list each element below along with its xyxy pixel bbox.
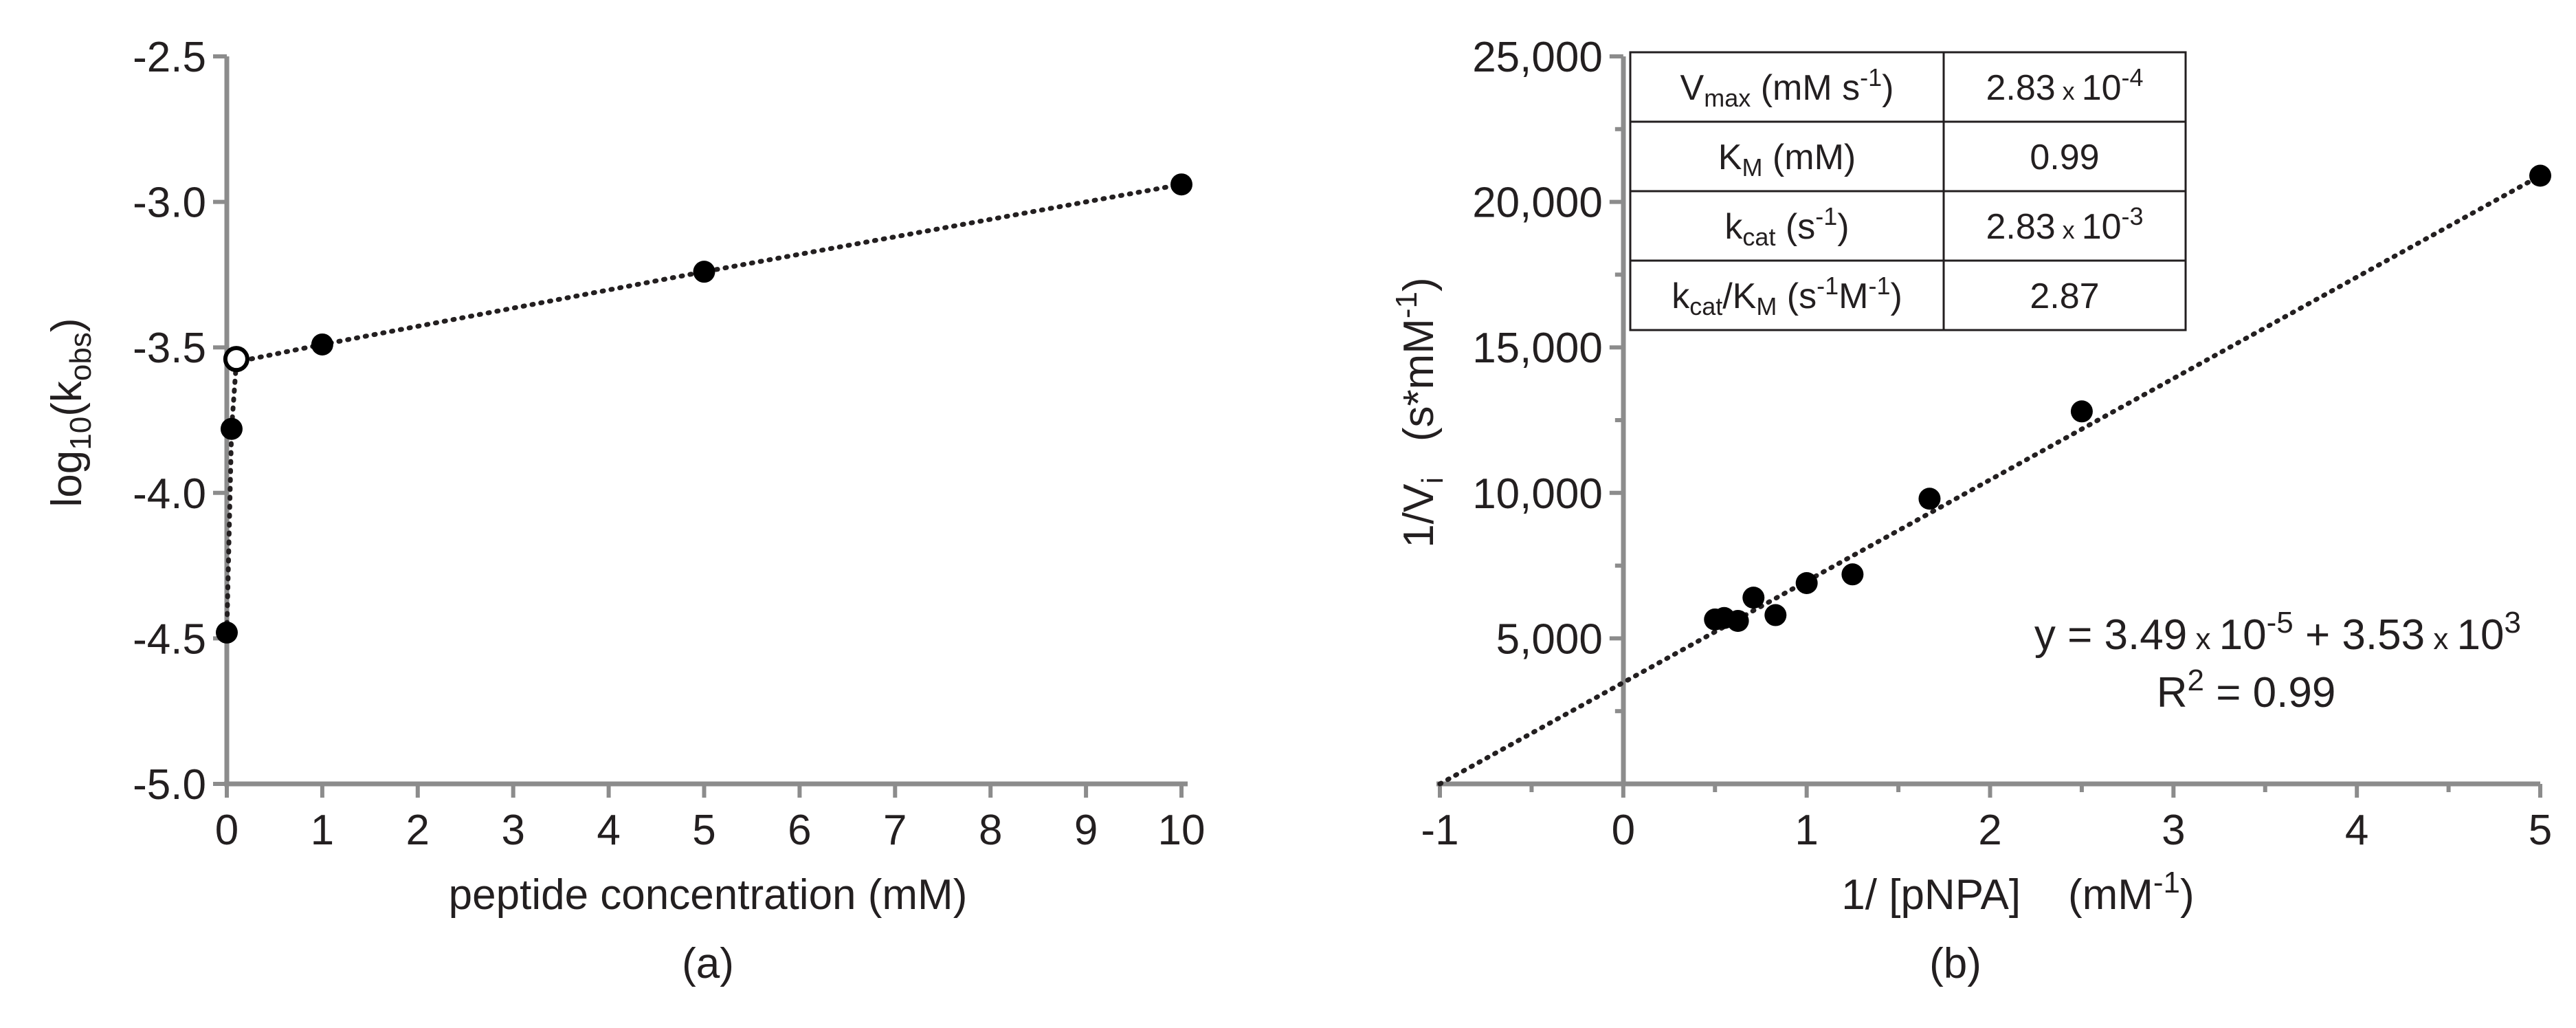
panel-a-x-tick-label: 5: [692, 807, 715, 854]
regression-equation: y = 3.49 x 10-5 + 3.53 x 103: [2034, 606, 2521, 659]
panel-a-connector-line: [224, 182, 1184, 635]
panel-b-data-point: [1726, 610, 1749, 633]
panel-b-y-tick-label: 25,000: [1472, 34, 1603, 81]
panel-b-data-point: [1918, 488, 1941, 510]
r-squared: R2 = 0.99: [2157, 664, 2336, 717]
panel-a-y-tick-label: -3.5: [133, 325, 206, 372]
table-km-label: KM (mM): [1718, 138, 1856, 182]
panel-b-x-axis-title: 1/ [pNPA] (mM-1): [1841, 866, 2194, 919]
table-km-value: 0.99: [2030, 138, 2099, 177]
panel-a-data-point: [1170, 173, 1192, 196]
panel-b-x-tick-label: -1: [1421, 807, 1458, 854]
panel-a-data-points: [216, 173, 1192, 644]
panel-a-y-tick-label: -5.0: [133, 761, 206, 809]
table-kcat-value: 2.83 x 10-3: [1986, 202, 2143, 247]
panel-a-x-tick-label: 7: [883, 807, 907, 854]
panel-a-data-point: [693, 261, 715, 283]
panel-a: -2.5 -3.0 -3.5 -4.0 -4.5 -5.0 0 1 2 3 4 5 6 7 8 9 10 lo…: [43, 34, 1205, 987]
panel-a-x-ticks: 0 1 2 3 4 5 6 7 8 9 10: [215, 784, 1206, 854]
panel-a-x-tick-label: 1: [311, 807, 334, 854]
panel-b-y-tick-label: 20,000: [1472, 179, 1603, 227]
panel-a-data-point: [220, 417, 243, 440]
table-efficiency-value: 2.87: [2030, 276, 2099, 316]
panel-a-y-tick-label: -2.5: [133, 34, 206, 81]
panel-b-y-tick-label: 10,000: [1472, 470, 1603, 518]
panel-b-x-tick-label: 4: [2345, 807, 2368, 854]
panel-b-fit-line: [1437, 173, 2543, 787]
panel-b-y-ticks: 5,000 10,000 15,000 20,000 25,000: [1472, 34, 1623, 714]
panel-a-y-tick-label: -4.5: [133, 615, 206, 663]
panel-b-data-point: [2070, 400, 2093, 423]
panel-b-y-tick-label: 5,000: [1496, 615, 1603, 663]
table-vmax-label: Vmax (mM s-1): [1680, 63, 1894, 112]
panel-a-x-axis-title: peptide concentration (mM): [449, 871, 968, 919]
panel-a-data-point: [311, 333, 333, 356]
panel-b-y-tick-label: 15,000: [1472, 325, 1603, 372]
table-vmax-value: 2.83 x 10-4: [1986, 63, 2143, 108]
panel-a-data-point: [216, 621, 238, 644]
panel-b-data-point: [1841, 563, 1864, 586]
panel-a-label: (a): [682, 940, 734, 987]
panel-b-data-points: [1704, 164, 2551, 633]
panel-b-x-tick-label: 0: [1612, 807, 1635, 854]
panel-a-x-tick-label: 2: [406, 807, 430, 854]
panel-a-y-axis-title: log10(kobs): [43, 318, 98, 507]
panel-a-y-tick-label: -3.0: [133, 179, 206, 227]
panel-a-x-tick-label: 4: [597, 807, 620, 854]
panel-a-open-marker: [223, 346, 249, 373]
panel-b: 5,000 10,000 15,000 20,000 25,000 -1 0 1 2 3 4 5 1…: [1390, 34, 2552, 987]
panel-a-x-tick-label: 6: [788, 807, 811, 854]
panel-b-data-point: [1795, 571, 1818, 594]
panel-b-y-axis-title: 1/Vi (s*mM-1): [1390, 277, 1450, 547]
panel-b-x-tick-label: 2: [1978, 807, 2001, 854]
panel-a-y-tick-label: -4.0: [133, 470, 206, 518]
panel-a-y-ticks: -2.5 -3.0 -3.5 -4.0 -4.5 -5.0: [133, 34, 227, 809]
panel-a-x-tick-label: 9: [1074, 807, 1098, 854]
kinetics-table: Vmax (mM s-1) 2.83 x 10-4 KM (mM) 0.99 k…: [1629, 51, 2187, 331]
panel-b-x-ticks: -1 0 1 2 3 4 5: [1421, 784, 2552, 854]
panel-b-label: (b): [1929, 940, 1981, 987]
panel-b-data-point: [1742, 587, 1765, 609]
panel-a-x-tick-label: 3: [501, 807, 524, 854]
panel-b-x-tick-label: 1: [1795, 807, 1818, 854]
panel-b-x-tick-label: 3: [2162, 807, 2185, 854]
table-efficiency-label: kcat/KM (s-1M-1): [1672, 272, 1902, 320]
panel-a-x-tick-label: 8: [979, 807, 1002, 854]
panel-a-x-tick-label: 10: [1158, 807, 1206, 854]
panel-a-x-tick-label: 0: [215, 807, 238, 854]
panel-b-data-point: [2529, 164, 2551, 187]
panel-b-data-point: [1764, 604, 1787, 626]
panel-b-x-tick-label: 5: [2529, 807, 2552, 854]
table-kcat-label: kcat (s-1): [1724, 202, 1849, 251]
